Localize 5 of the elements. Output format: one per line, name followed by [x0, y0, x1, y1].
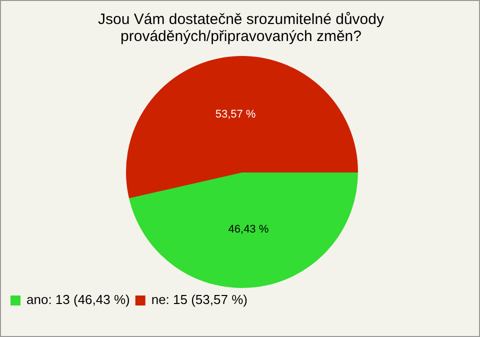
data-label: 46,43 % — [228, 223, 269, 236]
legend-label: ano: 13 (46,43 %) — [26, 292, 130, 308]
data-label: 53,57 % — [215, 108, 256, 121]
legend-label: ne: 15 (53,57 %) — [151, 292, 248, 308]
chart-title: Jsou Vám dostatečně srozumitelné důvody prováděných/připravovaných změn? — [97, 11, 385, 45]
